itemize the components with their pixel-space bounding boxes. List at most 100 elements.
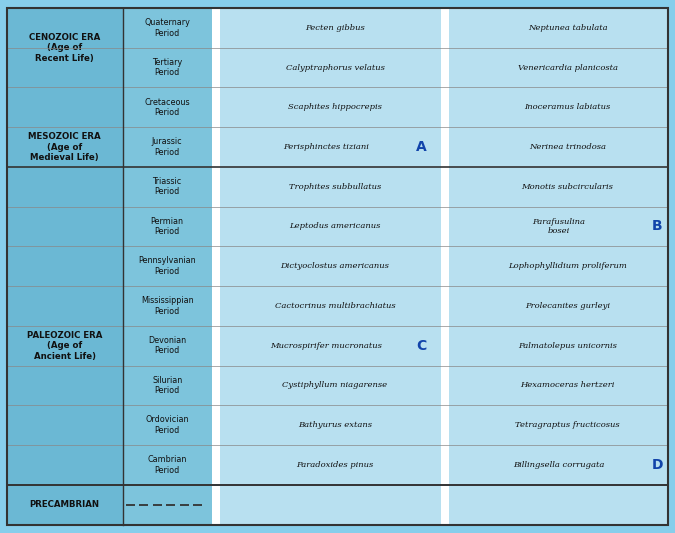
Text: Cretaceous
Period: Cretaceous Period <box>144 98 190 117</box>
Bar <box>450 48 668 87</box>
Bar <box>123 484 212 525</box>
Text: Cambrian
Period: Cambrian Period <box>147 455 187 474</box>
Text: Lophophyllidium proliferum: Lophophyllidium proliferum <box>508 262 627 270</box>
Bar <box>212 207 220 246</box>
Text: A: A <box>416 140 427 154</box>
Bar <box>7 484 122 525</box>
Bar <box>212 445 220 484</box>
Bar <box>450 167 668 207</box>
Bar <box>123 405 212 445</box>
Text: Ordovician
Period: Ordovician Period <box>145 415 189 435</box>
Bar <box>450 246 668 286</box>
Bar <box>220 8 441 48</box>
Bar <box>441 207 450 246</box>
Bar <box>212 484 220 525</box>
Bar <box>212 326 220 366</box>
Text: Quaternary
Period: Quaternary Period <box>144 18 190 37</box>
Text: Scaphites hippocrepis: Scaphites hippocrepis <box>288 103 382 111</box>
Text: Mucrospirifer mucronatus: Mucrospirifer mucronatus <box>270 342 382 350</box>
Text: Silurian
Period: Silurian Period <box>152 376 182 395</box>
Bar <box>450 87 668 127</box>
Text: Neptunea tabulata: Neptunea tabulata <box>528 24 608 32</box>
Bar <box>123 246 212 286</box>
Text: Leptodus americanus: Leptodus americanus <box>290 222 381 230</box>
Text: Pennsylvanian
Period: Pennsylvanian Period <box>138 256 196 276</box>
Bar <box>441 286 450 326</box>
Bar <box>220 484 441 525</box>
Bar <box>123 366 212 405</box>
Bar <box>220 207 441 246</box>
Bar <box>441 484 450 525</box>
Bar <box>212 48 220 87</box>
Text: B: B <box>652 220 663 233</box>
Text: Parafusulina
bosei: Parafusulina bosei <box>533 218 585 235</box>
Text: PRECAMBRIAN: PRECAMBRIAN <box>30 500 100 510</box>
Bar <box>123 87 212 127</box>
Text: Perisphinctes tiziani: Perisphinctes tiziani <box>284 143 369 151</box>
Text: Cystiphyllum niagarense: Cystiphyllum niagarense <box>282 382 387 390</box>
Bar <box>450 484 668 525</box>
Bar <box>212 286 220 326</box>
Bar <box>123 207 212 246</box>
Bar <box>7 87 122 207</box>
Bar <box>450 445 668 484</box>
Bar <box>220 167 441 207</box>
Text: Trophites subbullatus: Trophites subbullatus <box>289 183 381 191</box>
Bar <box>450 127 668 167</box>
Bar <box>441 87 450 127</box>
Text: Nerinea trinodosa: Nerinea trinodosa <box>529 143 606 151</box>
Bar <box>123 127 212 167</box>
Bar <box>450 286 668 326</box>
Text: Palmatolepus unicornis: Palmatolepus unicornis <box>518 342 617 350</box>
Text: Tertiary
Period: Tertiary Period <box>152 58 182 77</box>
Bar <box>212 87 220 127</box>
Bar <box>220 246 441 286</box>
Bar <box>450 8 668 48</box>
Bar <box>123 8 212 48</box>
Bar <box>7 207 122 484</box>
Text: Dictyoclostus americanus: Dictyoclostus americanus <box>281 262 389 270</box>
Bar <box>212 127 220 167</box>
Bar <box>123 326 212 366</box>
Text: Monotis subcircularis: Monotis subcircularis <box>522 183 614 191</box>
Bar <box>212 366 220 405</box>
Bar <box>220 366 441 405</box>
Text: Cactocrinus multibrachiatus: Cactocrinus multibrachiatus <box>275 302 396 310</box>
Bar <box>220 405 441 445</box>
Bar <box>220 326 441 366</box>
Bar <box>220 286 441 326</box>
Text: Inoceramus labiatus: Inoceramus labiatus <box>524 103 611 111</box>
Bar <box>212 8 220 48</box>
Bar <box>220 127 441 167</box>
Bar <box>220 87 441 127</box>
Bar <box>450 326 668 366</box>
Bar <box>450 366 668 405</box>
Bar <box>441 167 450 207</box>
Text: Jurassic
Period: Jurassic Period <box>152 138 182 157</box>
Text: Venericardia planicosta: Venericardia planicosta <box>518 63 618 71</box>
Text: Devonian
Period: Devonian Period <box>148 336 186 356</box>
Bar <box>212 246 220 286</box>
Text: Billingsella corrugata: Billingsella corrugata <box>513 461 604 469</box>
Bar <box>123 167 212 207</box>
Text: D: D <box>651 458 663 472</box>
Bar <box>123 445 212 484</box>
Bar <box>441 8 450 48</box>
Bar <box>441 326 450 366</box>
Bar <box>123 286 212 326</box>
Text: C: C <box>416 338 427 353</box>
Text: MESOZOIC ERA
(Age of
Medieval Life): MESOZOIC ERA (Age of Medieval Life) <box>28 132 101 162</box>
Text: Prolecanites gurleyi: Prolecanites gurleyi <box>525 302 610 310</box>
Text: Bathyurus extans: Bathyurus extans <box>298 421 372 429</box>
Text: Mississippian
Period: Mississippian Period <box>141 296 194 316</box>
Bar <box>220 48 441 87</box>
Bar <box>220 445 441 484</box>
Bar <box>450 207 668 246</box>
Text: PALEOZOIC ERA
(Age of
Ancient Life): PALEOZOIC ERA (Age of Ancient Life) <box>27 331 103 360</box>
Bar <box>441 405 450 445</box>
Text: Calyptraphorus velatus: Calyptraphorus velatus <box>286 63 385 71</box>
Bar <box>441 366 450 405</box>
Bar <box>212 405 220 445</box>
Bar <box>212 167 220 207</box>
Bar <box>441 127 450 167</box>
